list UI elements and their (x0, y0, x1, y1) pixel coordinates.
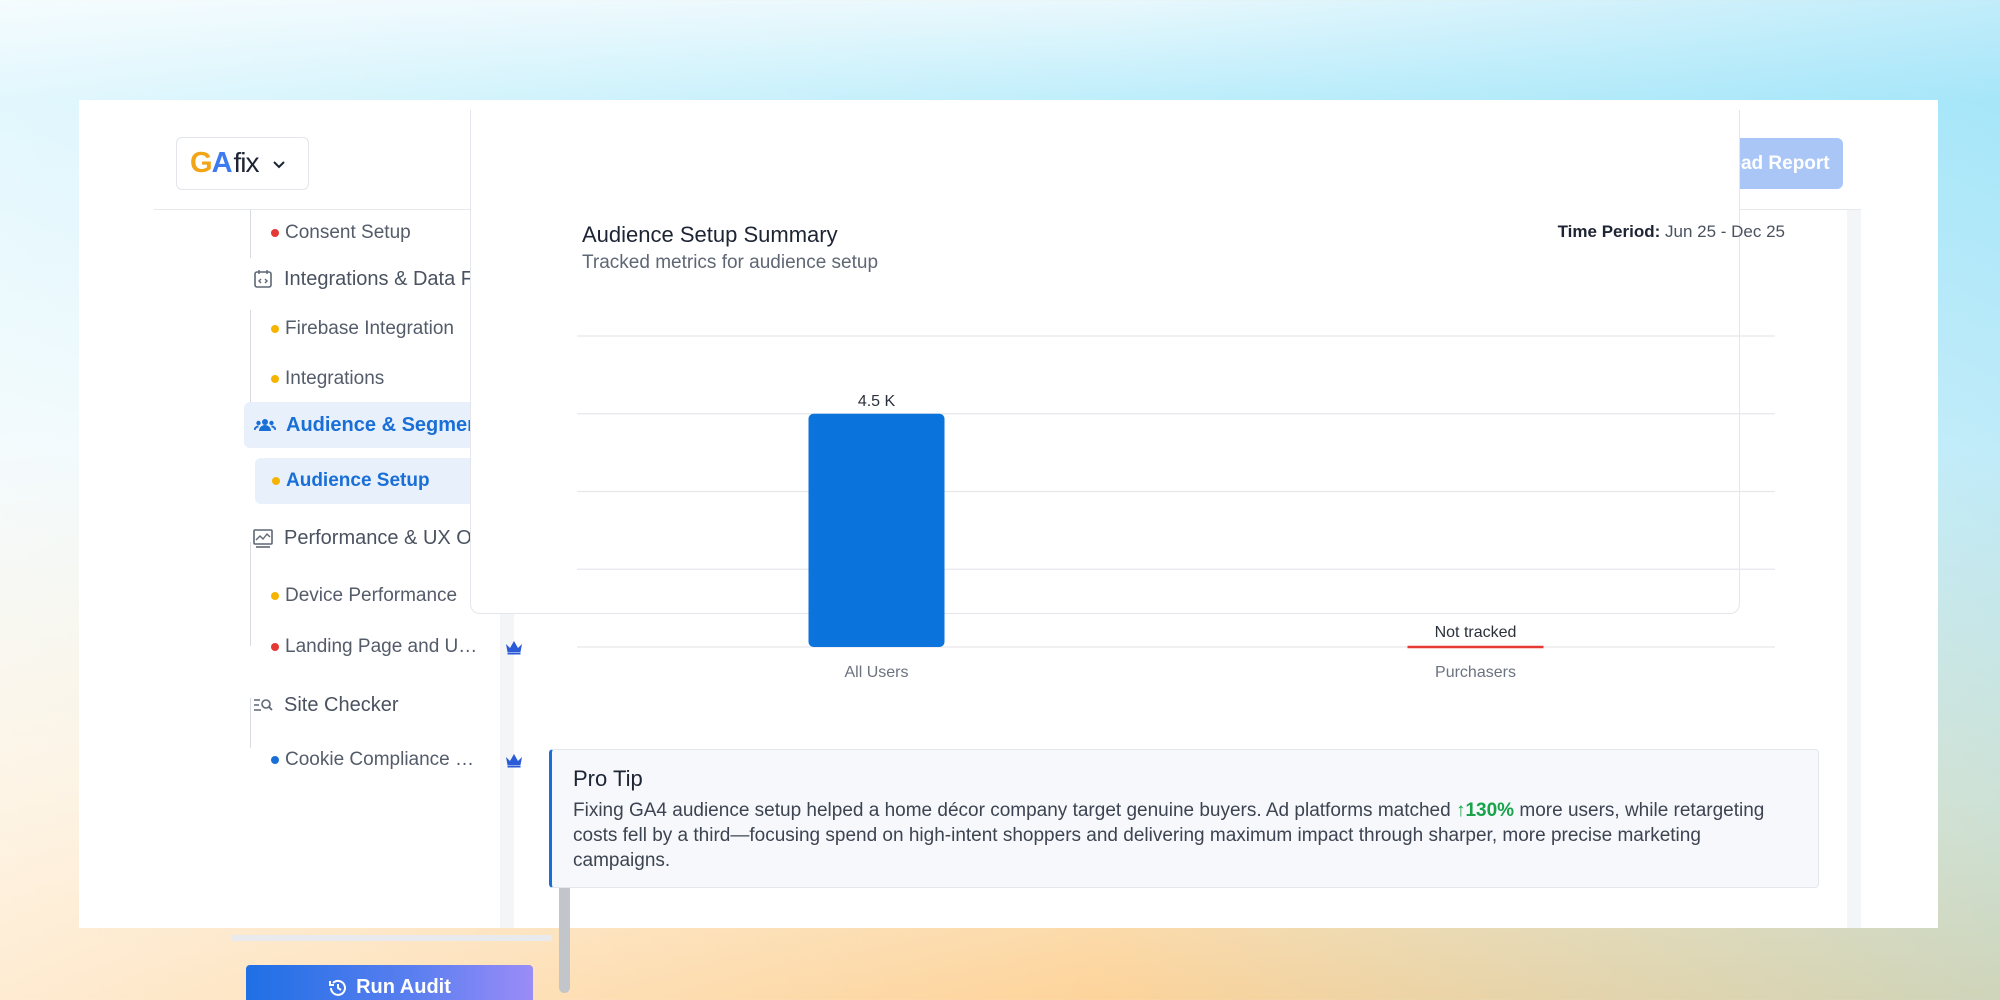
data-label: Not tracked (1435, 624, 1517, 641)
sidebar-item-cookie-compliance-checker[interactable]: Cookie Compliance Checker (254, 737, 544, 783)
status-dot (271, 643, 279, 651)
sidebar-item-label: Landing Page and User Experience (285, 636, 485, 657)
sidebar-item-label: Firebase Integration (285, 318, 454, 339)
pro-tip-stat: ↑130% (1455, 800, 1515, 821)
status-dot (272, 477, 280, 485)
status-dot (271, 756, 279, 764)
tree-line (250, 542, 251, 646)
sidebar-section-label: Site Checker (284, 693, 399, 716)
sidebar: Consent Setup Integrations & Data Flow Fir… (154, 210, 596, 1000)
pro-tip-body: Fixing GA4 audience setup helped a home … (573, 798, 1798, 873)
tree-line (250, 210, 251, 258)
summary-title: Audience Setup Summary (582, 222, 838, 247)
performance-chart-icon (253, 529, 273, 548)
time-period: Time Period: Jun 25 - Dec 25 (1558, 222, 1785, 242)
bar-all-users (808, 413, 945, 647)
sidebar-section-integrations-data-flow[interactable]: Integrations & Data Flow (242, 256, 542, 302)
sidebar-section-site-checker[interactable]: Site Checker (242, 682, 542, 728)
data-label: 4.5 K (858, 393, 896, 410)
sidebar-section-performance-ux-optimization[interactable]: Performance & UX Optimization (242, 515, 542, 561)
sidebar-item-label: Integrations (285, 368, 385, 389)
status-dot (271, 592, 279, 600)
tree-line (250, 698, 251, 748)
audience-bar-chart: 4.5 K All Users Not tracked Purchasers (577, 335, 1775, 681)
premium-crown-icon (506, 641, 522, 655)
run-audit-label: Run Audit (356, 976, 451, 998)
run-audit-button[interactable]: Run Audit (246, 965, 533, 1000)
pro-tip-panel: Pro Tip Fixing GA4 audience setup helped… (549, 749, 1819, 888)
search-list-icon (254, 699, 273, 711)
sidebar-item-label: Audience Setup (286, 470, 430, 491)
pro-tip-title: Pro Tip (573, 766, 643, 791)
sidebar-item-device-performance[interactable]: Device Performance (254, 573, 544, 619)
status-dot (271, 229, 279, 237)
content-scroll-track[interactable] (1847, 210, 1861, 928)
audience-summary-card (470, 110, 1740, 614)
chevron-down-icon (272, 160, 285, 168)
pro-tip-text-start: Fixing GA4 audience setup helped a home … (573, 800, 1456, 821)
sidebar-divider (232, 935, 552, 941)
sidebar-item-label: Consent Setup (285, 222, 411, 243)
time-period-label: Time Period: (1557, 222, 1661, 241)
integration-icon (254, 270, 272, 288)
sidebar-scrollbar-thumb[interactable] (559, 795, 570, 993)
pro-tip-text-end: more users, while retargeting costs fell… (573, 800, 1765, 871)
sidebar-item-landing-page-and-user-experience[interactable]: Landing Page and User Experience (254, 624, 544, 670)
status-dot (271, 375, 279, 383)
sidebar-item-label: Device Performance (285, 585, 458, 606)
sidebar-item-label: Cookie Compliance Checker (285, 749, 485, 770)
status-dot (271, 325, 279, 333)
time-period-value: Jun 25 - Dec 25 (1664, 222, 1785, 241)
x-tick-label: All Users (844, 664, 908, 681)
tree-line (250, 310, 251, 414)
x-tick-label: Purchasers (1435, 664, 1516, 681)
summary-subtitle: Tracked metrics for audience setup (582, 252, 879, 273)
users-icon (254, 419, 276, 431)
premium-crown-icon (506, 754, 522, 768)
history-icon (329, 979, 347, 996)
